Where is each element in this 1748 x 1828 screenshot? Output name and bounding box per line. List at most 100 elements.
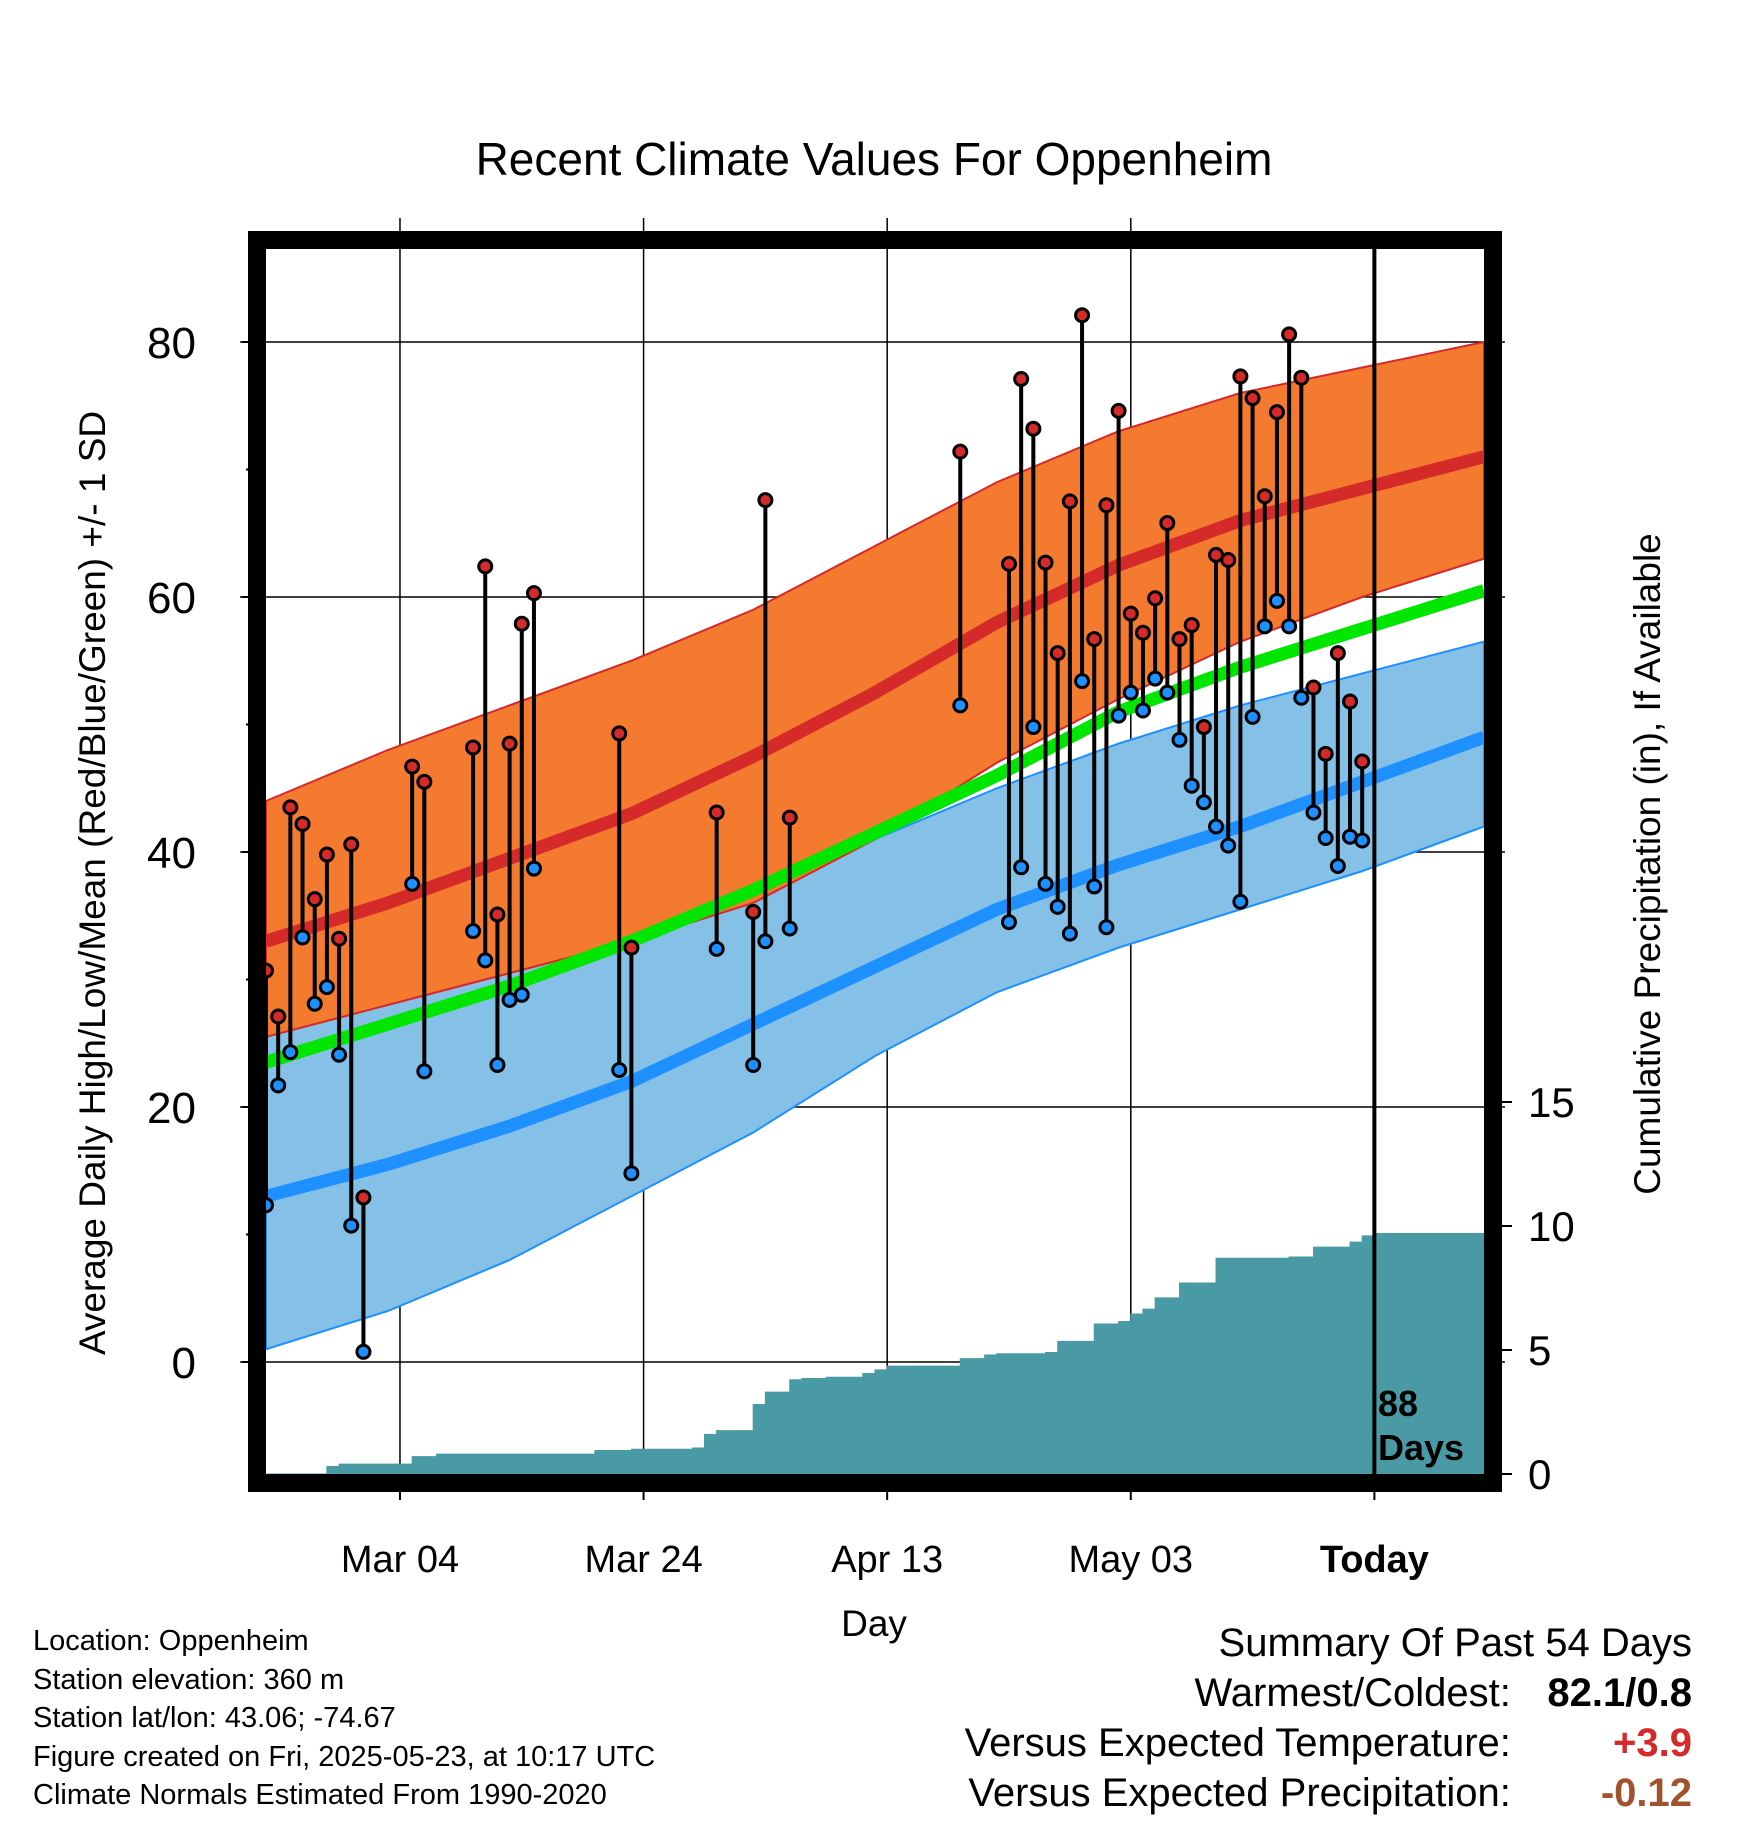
today-days-label: Days xyxy=(1378,1427,1464,1468)
low-point xyxy=(952,697,969,714)
day-22-highlow xyxy=(525,585,542,877)
high-point xyxy=(294,815,311,832)
y2-tick-label: 5 xyxy=(1528,1327,1551,1374)
low-point xyxy=(1110,707,1127,724)
low-point xyxy=(489,1056,506,1073)
high-point xyxy=(465,739,482,756)
high-point xyxy=(1317,745,1334,762)
day-74-highlow xyxy=(1159,515,1176,701)
low-point xyxy=(1317,829,1334,846)
high-point xyxy=(1232,368,1249,385)
low-point xyxy=(1134,702,1151,719)
warmest-label: Warmest/Coldest: xyxy=(1194,1671,1511,1715)
summary-temp-row: Versus Expected Temperature: +3.9 xyxy=(965,1718,1692,1768)
high-point xyxy=(1171,631,1188,648)
low-point xyxy=(781,920,798,937)
summary-panel: Summary Of Past 54 Days Warmest/Coldest:… xyxy=(965,1618,1692,1818)
day-64-highlow xyxy=(1037,554,1054,892)
high-point xyxy=(416,773,433,790)
high-point xyxy=(1342,693,1359,710)
day-2-highlow xyxy=(282,799,299,1061)
plot-frame xyxy=(248,231,1502,1492)
low-point xyxy=(1147,670,1164,687)
low-point xyxy=(1049,898,1066,915)
low-point xyxy=(318,979,335,996)
low-point xyxy=(1159,684,1176,701)
latlon-text: Station lat/lon: 43.06; -74.67 xyxy=(33,1702,396,1734)
high-point xyxy=(1074,307,1091,324)
high-point xyxy=(1000,555,1017,572)
high-point xyxy=(1086,631,1103,648)
low-mean-line xyxy=(264,731,1487,1203)
low-point xyxy=(1000,914,1017,931)
high-mean-line xyxy=(264,450,1486,948)
day-40-highlow xyxy=(745,903,762,1073)
high-point xyxy=(477,558,494,575)
day-4-highlow xyxy=(306,891,323,1012)
day-80-highlow xyxy=(1232,368,1249,910)
high-point xyxy=(1305,679,1322,696)
temp-value: +3.9 xyxy=(1613,1721,1692,1765)
location-text: Location: Oppenheim xyxy=(33,1625,309,1657)
low-point xyxy=(294,929,311,946)
low-point xyxy=(477,952,494,969)
day-75-highlow xyxy=(1171,631,1188,748)
high-point xyxy=(952,443,969,460)
low-point xyxy=(404,875,421,892)
high-point xyxy=(1147,590,1164,607)
high-point xyxy=(1281,326,1298,343)
day-21-highlow xyxy=(513,615,530,1003)
day-1-highlow xyxy=(270,1008,287,1094)
low-point xyxy=(270,1077,287,1094)
y-tick-label: 0 xyxy=(172,1339,196,1388)
day-6-highlow xyxy=(331,930,348,1063)
day-82-highlow xyxy=(1256,488,1273,635)
high-point xyxy=(513,615,530,632)
high-point xyxy=(1183,617,1200,634)
y2-tick-label: 15 xyxy=(1528,1079,1575,1126)
low-point xyxy=(1037,875,1054,892)
day-65-highlow xyxy=(1049,645,1066,915)
day-68-highlow xyxy=(1086,631,1103,895)
high-point xyxy=(1025,420,1042,437)
low-point xyxy=(465,923,482,940)
x-axis-label: Day xyxy=(841,1603,907,1644)
low-point xyxy=(1232,893,1249,910)
day-57-highlow xyxy=(952,443,969,714)
day-90-highlow xyxy=(1354,753,1371,849)
high-point xyxy=(1256,488,1273,505)
day-71-highlow xyxy=(1122,605,1139,701)
low-point xyxy=(331,1046,348,1063)
day-73-highlow xyxy=(1147,590,1164,687)
low-point xyxy=(1086,878,1103,895)
summary-warmest-row: Warmest/Coldest: 82.1/0.8 xyxy=(965,1668,1693,1718)
y-tick-label: 80 xyxy=(147,319,196,368)
low-point xyxy=(355,1343,372,1360)
day-69-highlow xyxy=(1098,497,1115,936)
low-point xyxy=(1171,731,1188,748)
day-13-highlow xyxy=(416,773,433,1080)
summary-title: Summary Of Past 54 Days xyxy=(1218,1621,1692,1665)
day-62-highlow xyxy=(1013,370,1030,876)
high-point xyxy=(1293,369,1310,386)
day-70-highlow xyxy=(1110,402,1127,724)
high-point xyxy=(270,1008,287,1025)
precip-value: -0.12 xyxy=(1600,1771,1692,1815)
low-point xyxy=(1013,859,1030,876)
precip-area xyxy=(266,1232,1485,1475)
low-point xyxy=(306,995,323,1012)
high-point xyxy=(757,492,774,509)
day-89-highlow xyxy=(1342,693,1359,845)
day-18-highlow xyxy=(477,558,494,969)
high-point xyxy=(306,891,323,908)
high-point xyxy=(1220,552,1237,569)
day-88-highlow xyxy=(1329,645,1346,875)
precip-label: Versus Expected Precipitation: xyxy=(968,1771,1511,1815)
high-point xyxy=(1098,497,1115,514)
day-3-highlow xyxy=(294,815,311,946)
low-point xyxy=(282,1044,299,1061)
high-point xyxy=(1268,404,1285,421)
avg-mean-line xyxy=(264,584,1486,1069)
low-point xyxy=(1268,592,1285,609)
